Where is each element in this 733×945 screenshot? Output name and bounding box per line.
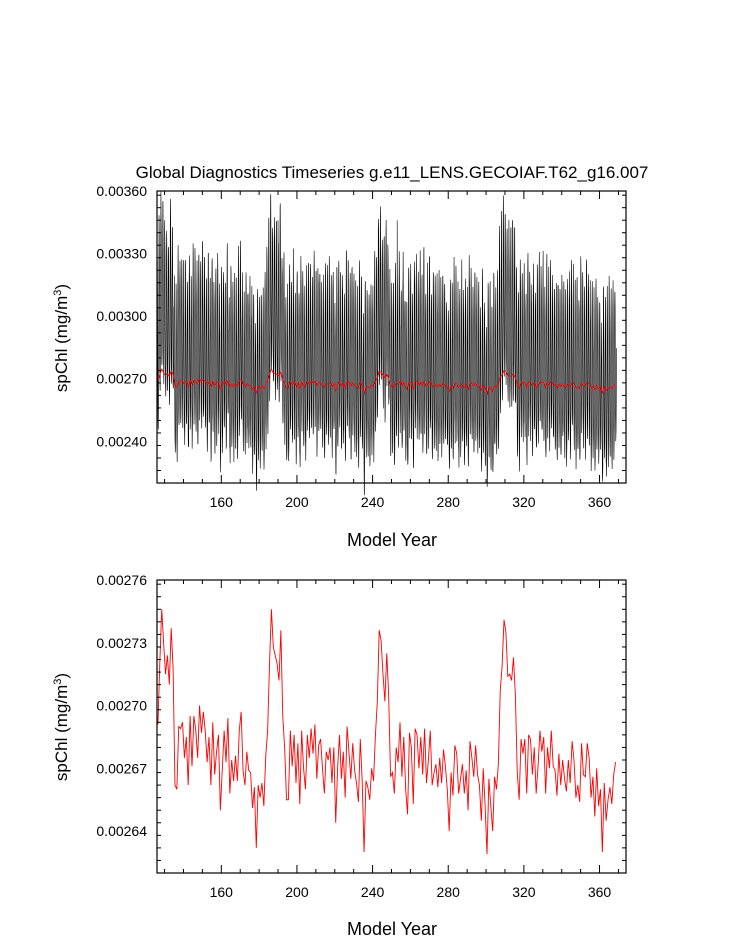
x-tick-label: 160 xyxy=(210,884,234,900)
x-tick-label: 240 xyxy=(361,884,385,900)
chart-title: Global Diagnostics Timeseries g.e11_LENS… xyxy=(136,163,649,182)
x-axis-label-bottom: Model Year xyxy=(347,919,437,939)
y-tick-label: 0.00270 xyxy=(96,698,147,714)
chart-bottom: 160 200 240 280 320 360 0.00264 0.00267 0.00270 0… xyxy=(52,572,627,939)
x-tick-label: 280 xyxy=(437,884,461,900)
x-tick-label: 160 xyxy=(210,494,234,510)
x-tick-label: 200 xyxy=(285,884,309,900)
plot-area-bottom: 160 200 240 280 320 360 0.00264 0.00267 0.00270 0… xyxy=(96,572,627,900)
x-tick-label: 280 xyxy=(437,494,461,510)
y-tick-label: 0.00240 xyxy=(96,433,147,449)
y-tick-label: 0.00273 xyxy=(96,635,147,651)
x-tick-label: 240 xyxy=(361,494,385,510)
y-tick-label: 0.00300 xyxy=(96,308,147,324)
y-tick-label: 0.00330 xyxy=(96,246,147,262)
series-annual-line xyxy=(157,609,617,855)
x-axis-label-top: Model Year xyxy=(347,530,437,550)
y-axis-label-bottom: spChl (mg/m3) xyxy=(52,673,71,781)
y-tick-label: 0.00264 xyxy=(96,823,147,839)
chart-top: Global Diagnostics Timeseries g.e11_LENS… xyxy=(52,163,648,550)
x-tick-label: 320 xyxy=(512,494,536,510)
y-tick-label: 0.00360 xyxy=(96,183,147,199)
series-annual-line xyxy=(157,367,616,396)
y-tick-label: 0.00270 xyxy=(96,371,147,387)
x-tick-label: 320 xyxy=(512,884,536,900)
plot-area-top: 160 200 240 280 320 360 0.00240 0.00270 0.00300 0… xyxy=(96,183,627,510)
y-axis-label-top: spChl (mg/m3) xyxy=(52,284,71,392)
y-tick-label: 0.00276 xyxy=(96,572,147,588)
series-monthly-line xyxy=(156,191,617,496)
y-tick-label: 0.00267 xyxy=(96,760,147,776)
x-tick-label: 360 xyxy=(588,494,612,510)
x-tick-label: 200 xyxy=(285,494,309,510)
x-tick-label: 360 xyxy=(588,884,612,900)
